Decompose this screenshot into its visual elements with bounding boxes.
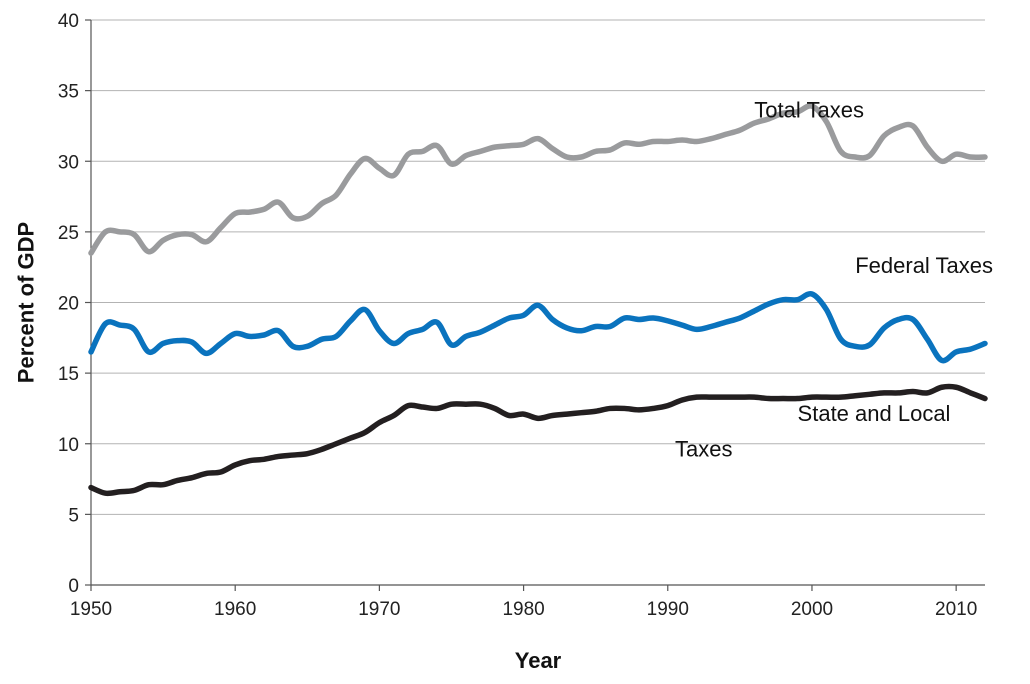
y-tick-label: 30 bbox=[58, 152, 79, 173]
x-tick-labels: 1950 1960 1970 1980 1990 2000 2010 bbox=[70, 599, 977, 620]
series-annotations: Total Taxes Federal Taxes State and Local T… bbox=[675, 97, 993, 461]
x-tick-label: 1960 bbox=[214, 599, 256, 620]
y-tick-label: 10 bbox=[58, 435, 79, 456]
series-line-state-and-local-taxes bbox=[88, 383, 988, 497]
x-tick-label: 1950 bbox=[70, 599, 112, 620]
series-annotation: Taxes bbox=[675, 436, 732, 461]
y-tick-label: 40 bbox=[58, 11, 79, 32]
series-lines bbox=[88, 103, 988, 497]
axes bbox=[85, 19, 985, 591]
y-tick-label: 15 bbox=[58, 364, 79, 385]
y-axis-title: Percent of GDP bbox=[14, 222, 39, 383]
x-tick-label: 1990 bbox=[647, 599, 689, 620]
y-tick-label: 0 bbox=[68, 576, 79, 597]
y-tick-label: 35 bbox=[58, 82, 79, 103]
series-line-total-taxes bbox=[88, 103, 988, 256]
series-annotation: Total Taxes bbox=[754, 97, 864, 122]
x-tick-label: 2010 bbox=[935, 599, 977, 620]
x-tick-label: 1970 bbox=[358, 599, 400, 620]
x-axis-title: Year bbox=[515, 648, 562, 673]
series-annotation: State and Local bbox=[798, 401, 951, 426]
x-tick-label: 1980 bbox=[502, 599, 544, 620]
y-tick-labels: 0 5 10 15 20 25 30 35 40 bbox=[58, 11, 79, 597]
x-tick-label: 2000 bbox=[791, 599, 833, 620]
y-tick-label: 5 bbox=[68, 505, 79, 526]
series-annotation: Federal Taxes bbox=[855, 253, 993, 278]
series-line-federal-taxes bbox=[88, 291, 988, 364]
gridlines bbox=[91, 19, 985, 515]
y-tick-label: 25 bbox=[58, 223, 79, 244]
y-tick-label: 20 bbox=[58, 294, 79, 315]
